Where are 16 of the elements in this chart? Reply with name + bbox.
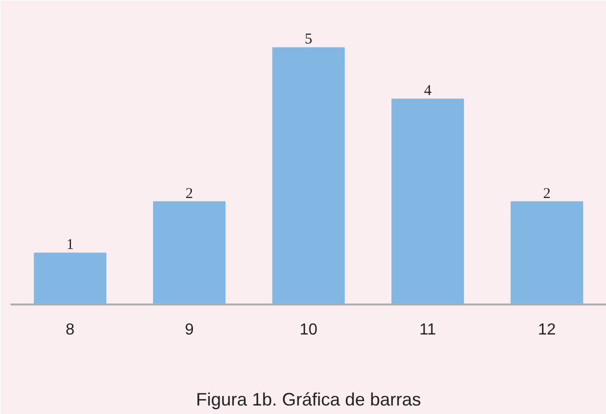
x-tick-label: 8 — [66, 322, 75, 338]
data-label: 4 — [424, 83, 432, 100]
data-label: 1 — [66, 237, 74, 254]
data-label: 2 — [186, 186, 194, 202]
x-tick-label: 10 — [300, 322, 318, 338]
bar — [510, 201, 584, 304]
bar — [391, 98, 464, 304]
bar — [272, 47, 345, 304]
x-tick-label: 12 — [538, 322, 556, 338]
text: Figura 1b. Gráfica de barras — [196, 390, 422, 410]
bar — [34, 252, 106, 304]
data-label: 5 — [304, 32, 312, 48]
bar — [153, 201, 226, 304]
x-tick-label: 9 — [184, 322, 194, 338]
x-tick-label: 11 — [419, 322, 436, 338]
data-label: 2 — [543, 186, 551, 202]
